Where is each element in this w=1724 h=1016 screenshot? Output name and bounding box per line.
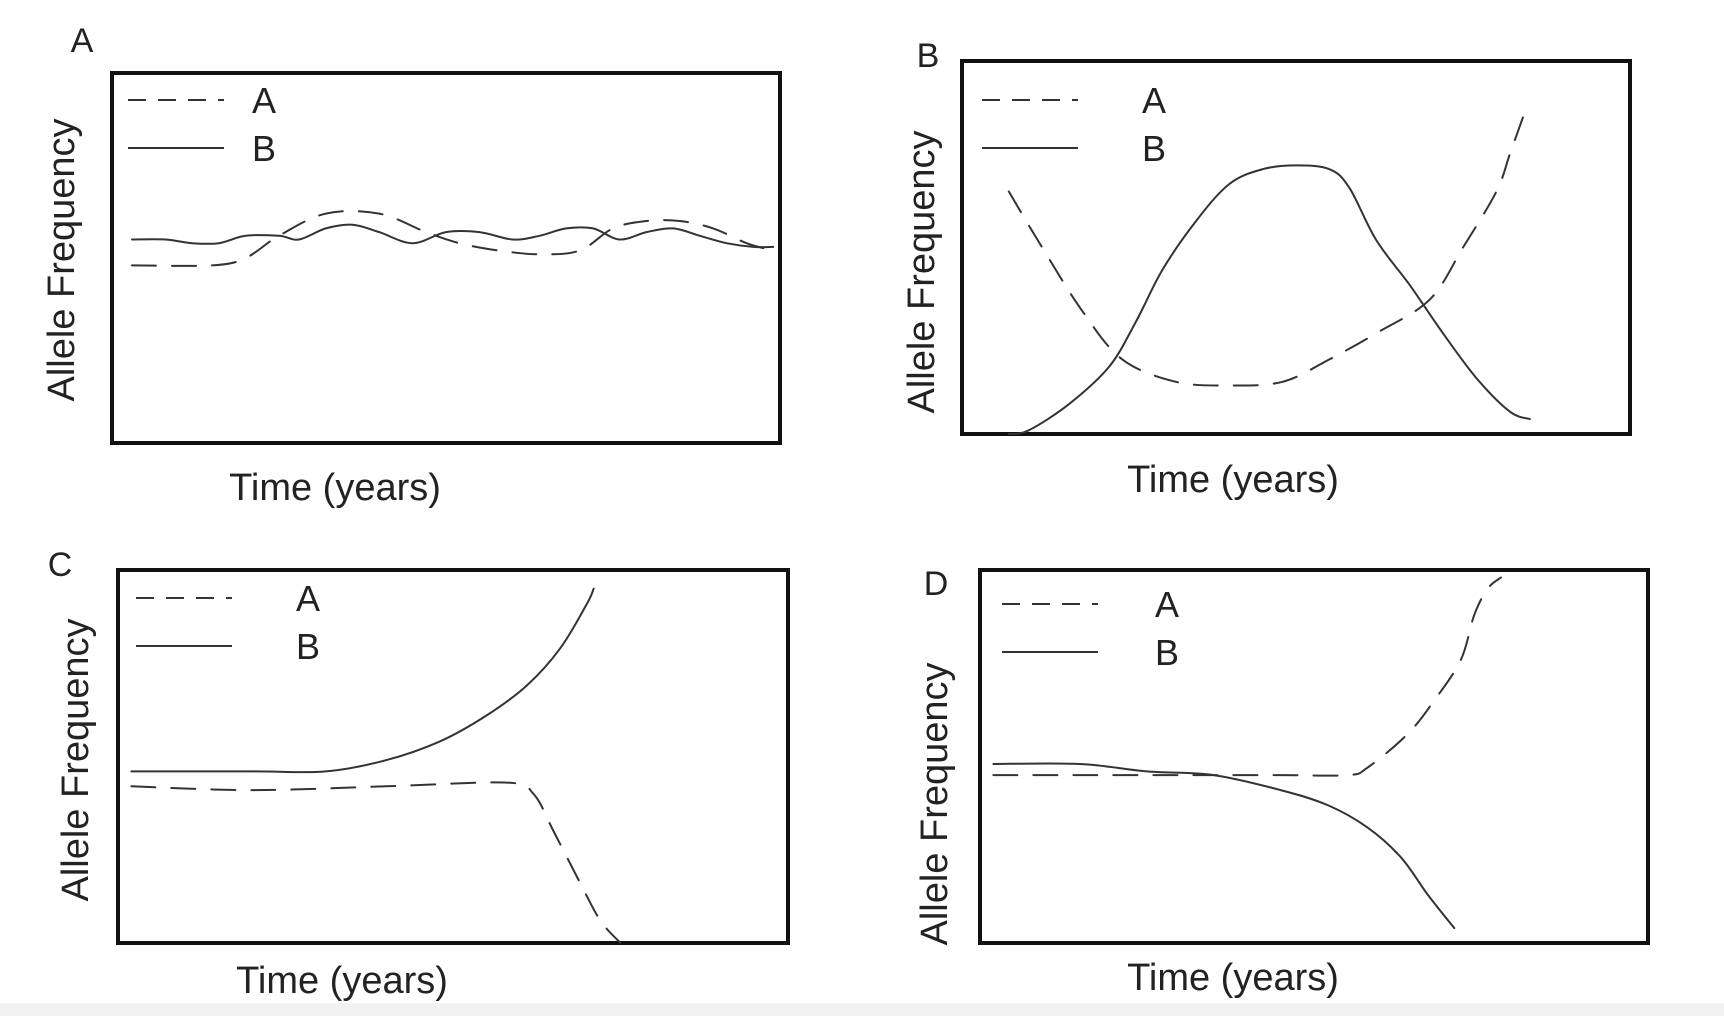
plot-frame xyxy=(110,71,782,445)
panel-label: D xyxy=(924,565,949,603)
y-axis-label: Allele Frequency xyxy=(41,118,83,401)
series-line-a xyxy=(130,781,622,944)
legend-label-b: B xyxy=(296,626,320,667)
series-line-b xyxy=(131,223,775,249)
x-axis-label: Time (years) xyxy=(1127,957,1339,999)
panel-label: A xyxy=(71,22,94,60)
chart-panel-c: C Time (years) Allele Frequency AB xyxy=(48,546,790,1002)
series-line-b xyxy=(130,587,595,774)
chart-panel-d: D Time (years) Allele Frequency AB xyxy=(914,565,1650,999)
x-axis-label: Time (years) xyxy=(1127,459,1339,501)
plot-frame xyxy=(116,568,790,945)
panel-label: C xyxy=(48,546,73,584)
legend-label-b: B xyxy=(252,128,276,169)
legend: AB xyxy=(128,80,276,169)
legend-label-a: A xyxy=(1142,80,1166,121)
series-line-a xyxy=(1007,115,1525,387)
y-axis-label: Allele Frequency xyxy=(901,130,943,413)
panel-label: B xyxy=(917,37,940,75)
plot-frame xyxy=(960,59,1632,436)
legend-label-a: A xyxy=(296,578,320,619)
legend-label-a: A xyxy=(252,80,276,121)
legend-label-b: B xyxy=(1155,632,1179,673)
legend: AB xyxy=(982,80,1166,169)
legend: AB xyxy=(136,578,320,667)
legend: AB xyxy=(1002,584,1179,673)
y-axis-label: Allele Frequency xyxy=(55,618,97,901)
series-line-b xyxy=(992,762,1456,930)
bottom-strip xyxy=(0,1003,1724,1016)
series-line-a xyxy=(131,210,775,267)
x-axis-label: Time (years) xyxy=(229,467,441,509)
series-line-b xyxy=(1007,164,1531,435)
y-axis-label: Allele Frequency xyxy=(914,662,956,945)
series-line-a xyxy=(992,576,1502,777)
legend-label-b: B xyxy=(1142,128,1166,169)
x-axis-label: Time (years) xyxy=(236,960,448,1002)
plot-frame xyxy=(978,568,1650,945)
legend-label-a: A xyxy=(1155,584,1179,625)
